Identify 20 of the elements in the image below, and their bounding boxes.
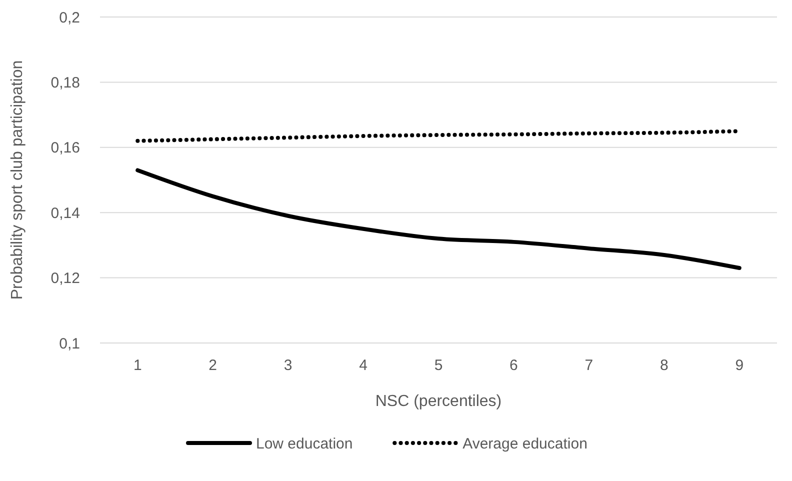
y-tick-label: 0,2 [59, 9, 80, 26]
y-tick-label: 0,18 [50, 74, 80, 92]
y-tick-label: 0,1 [59, 335, 80, 352]
x-tick-label: 1 [133, 357, 142, 374]
legend-label: Low education [256, 435, 353, 452]
x-tick-label: 9 [735, 357, 744, 374]
x-tick-label: 8 [660, 357, 668, 374]
x-tick-label: 7 [584, 357, 594, 374]
y-axis-title: Probability sport club participation [9, 60, 26, 300]
x-tick-label: 4 [359, 357, 368, 374]
line-series [136, 168, 742, 270]
y-tick-label: 0,16 [50, 140, 80, 157]
legend-label: Average education [462, 435, 588, 452]
x-axis-title: NSC (percentiles) [375, 393, 502, 410]
x-tick-label: 3 [284, 357, 292, 374]
x-tick-label: 5 [434, 357, 443, 374]
y-tick-label: 0,12 [50, 270, 80, 288]
y-tick-label: 0,14 [50, 204, 80, 222]
x-tick-label: 2 [208, 357, 218, 374]
x-tick-label: 6 [510, 357, 518, 374]
